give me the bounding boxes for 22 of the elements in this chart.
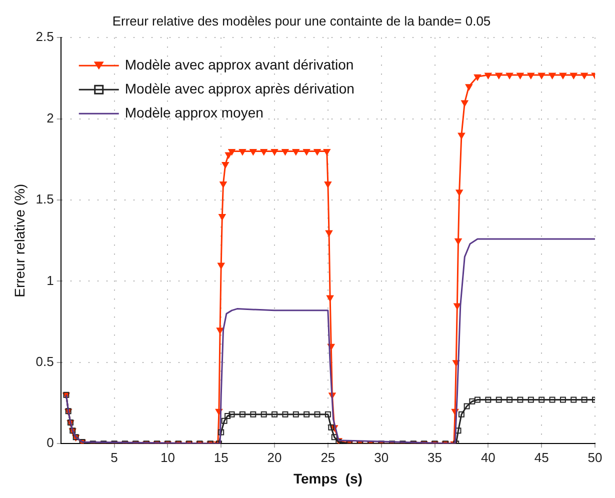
x-tick-label: 40 <box>480 450 496 465</box>
y-tick-label: 0 <box>46 435 54 450</box>
legend-label: Modèle avec approx avant dérivation <box>124 56 354 72</box>
x-tick-label: 25 <box>320 450 336 465</box>
x-tick-label: 10 <box>160 450 175 465</box>
chart-title: Erreur relative des modèles pour une containte de la bande= 0.05 <box>112 13 491 28</box>
x-axis-title: Temps (s) <box>293 470 362 486</box>
x-tick-label: 30 <box>374 450 389 465</box>
x-tick-label: 15 <box>214 450 228 465</box>
y-tick-label: 0.5 <box>36 354 54 369</box>
y-axis-title: Erreur relative (%) <box>11 184 28 298</box>
y-tick-label: 2.5 <box>36 29 54 44</box>
x-tick-label: 50 <box>588 450 602 465</box>
x-tick-label: 20 <box>267 450 282 465</box>
y-tick-label: 2 <box>46 110 54 126</box>
x-tick-label: 35 <box>428 450 442 465</box>
x-tick-label: 5 <box>110 450 118 465</box>
y-tick-label: 1 <box>46 272 54 288</box>
legend-label: Modèle approx moyen <box>124 104 264 120</box>
legend-label: Modèle avec approx après dérivation <box>124 80 354 96</box>
y-tick-label: 1.5 <box>36 192 54 207</box>
x-tick-label: 45 <box>534 450 549 465</box>
